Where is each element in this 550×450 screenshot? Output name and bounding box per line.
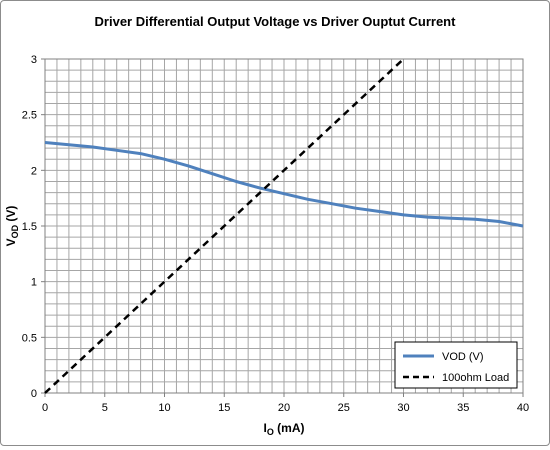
y-tick-label: 2 [31,165,37,177]
x-tick-label: 15 [218,402,230,414]
x-tick-label: 0 [42,402,48,414]
chart-title: Driver Differential Output Voltage vs Dr… [95,14,457,29]
series-group [44,58,524,394]
y-tick-label: 1.5 [22,221,37,233]
legend-box [394,341,518,389]
y-axis-title-rest: (V) [4,206,18,225]
grid [45,59,523,393]
series-line-vod [44,141,524,228]
series-line-100ohm-load [44,58,405,394]
x-tick-label: 5 [102,402,108,414]
y-axis-title-sub: OD [10,224,20,238]
y-tick-label: 0 [31,388,37,400]
y-axis-title-main: V [4,238,18,246]
x-tick-label: 10 [158,402,170,414]
legend-label-vod: VOD (V) [442,351,484,363]
x-axis-title-rest: (mA) [274,421,305,435]
y-tick-label: 3 [31,54,37,66]
y-axis-title: VOD (V) [4,206,20,247]
x-tick-label: 25 [338,402,350,414]
x-tick-label: 20 [278,402,290,414]
x-axis-title: IO (mA) [263,421,304,437]
legend: VOD (V) 100ohm Load [394,341,518,389]
y-tick-label: 1 [31,277,37,289]
x-tick-label: 40 [517,402,529,414]
x-tick-label: 35 [457,402,469,414]
x-axis-title-sub: O [267,427,274,437]
x-axis-ticks: 0 5 10 15 20 25 30 35 40 [42,393,529,414]
legend-label-100ohm-load: 100ohm Load [442,372,509,384]
y-tick-label: 0.5 [22,332,37,344]
x-axis-title-main: I [263,421,266,435]
y-tick-label: 2.5 [22,110,37,122]
x-tick-label: 30 [397,402,409,414]
y-axis-ticks: 0 0.5 1 1.5 2 2.5 3 [22,54,45,400]
